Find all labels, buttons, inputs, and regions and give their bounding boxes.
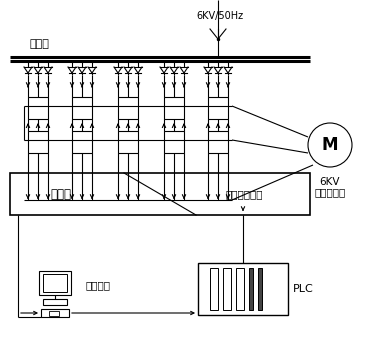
Bar [118,97,138,119]
Bar [10,173,310,215]
Bar [208,131,228,153]
Text: 变压器: 变压器 [30,39,50,49]
Bar [249,268,253,310]
Bar [198,263,288,315]
Text: 控制器: 控制器 [50,187,72,201]
Bar [43,274,67,292]
Bar [258,268,262,310]
Bar [41,309,69,317]
Bar [72,131,92,153]
Text: PLC: PLC [293,284,314,294]
Bar [39,271,71,295]
Bar [210,268,218,310]
Text: 6KV/50Hz: 6KV/50Hz [196,11,244,21]
Bar [164,97,184,119]
Bar [223,268,231,310]
Bar [43,299,67,305]
Bar [49,311,59,316]
Bar [208,97,228,119]
Text: 6KV: 6KV [320,177,340,187]
Bar [164,131,184,153]
Bar [236,268,244,310]
Text: M: M [322,136,338,154]
Bar [72,97,92,119]
Text: 异步电动机: 异步电动机 [314,187,346,197]
Bar [28,131,48,153]
Text: 人机界面: 人机界面 [85,280,110,290]
Bar [28,97,48,119]
Bar [118,131,138,153]
Text: 独立控制电源: 独立控制电源 [225,189,263,199]
